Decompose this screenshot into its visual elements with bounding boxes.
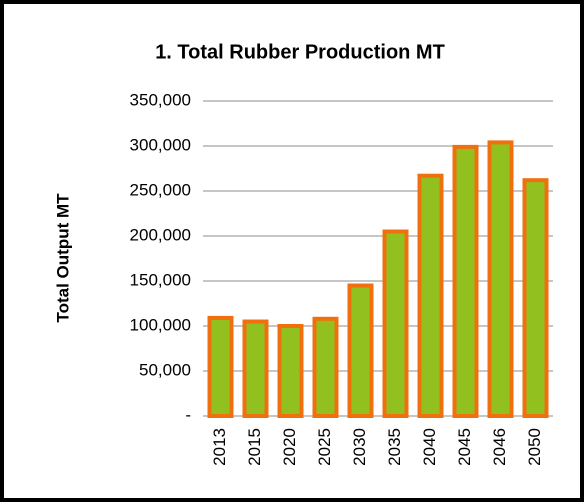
- y-axis-label: Total Output MT: [53, 193, 72, 323]
- x-tick-label: 2035: [385, 428, 404, 466]
- bar: [277, 324, 304, 418]
- x-tick-label: 2046: [490, 428, 509, 466]
- x-tick-label: 2020: [280, 428, 299, 466]
- bar: [242, 319, 269, 418]
- x-tick-label: 2045: [455, 428, 474, 466]
- y-tick-label: 350,000: [130, 90, 191, 109]
- bar: [452, 144, 479, 418]
- x-tick-label: 2040: [420, 428, 439, 466]
- bar: [522, 178, 549, 418]
- x-tick-label: 2015: [245, 428, 264, 466]
- bar: [382, 229, 409, 418]
- bar: [347, 283, 374, 418]
- x-tick-label: 2050: [525, 428, 544, 466]
- bar: [312, 316, 339, 418]
- bar: [487, 140, 514, 418]
- x-tick-label: 2030: [350, 428, 369, 466]
- bar: [417, 173, 444, 418]
- x-tick-label: 2025: [315, 428, 334, 466]
- y-tick-label: 150,000: [130, 270, 191, 289]
- y-tick-label: -: [185, 405, 191, 424]
- y-tick-label: 100,000: [130, 315, 191, 334]
- y-tick-label: 50,000: [139, 360, 191, 379]
- y-tick-label: 250,000: [130, 180, 191, 199]
- y-tick-label: 200,000: [130, 225, 191, 244]
- x-tick-label: 2013: [210, 428, 229, 466]
- chart-title: 1. Total Rubber Production MT: [155, 41, 445, 63]
- bar: [207, 315, 234, 418]
- y-tick-label: 300,000: [130, 135, 191, 154]
